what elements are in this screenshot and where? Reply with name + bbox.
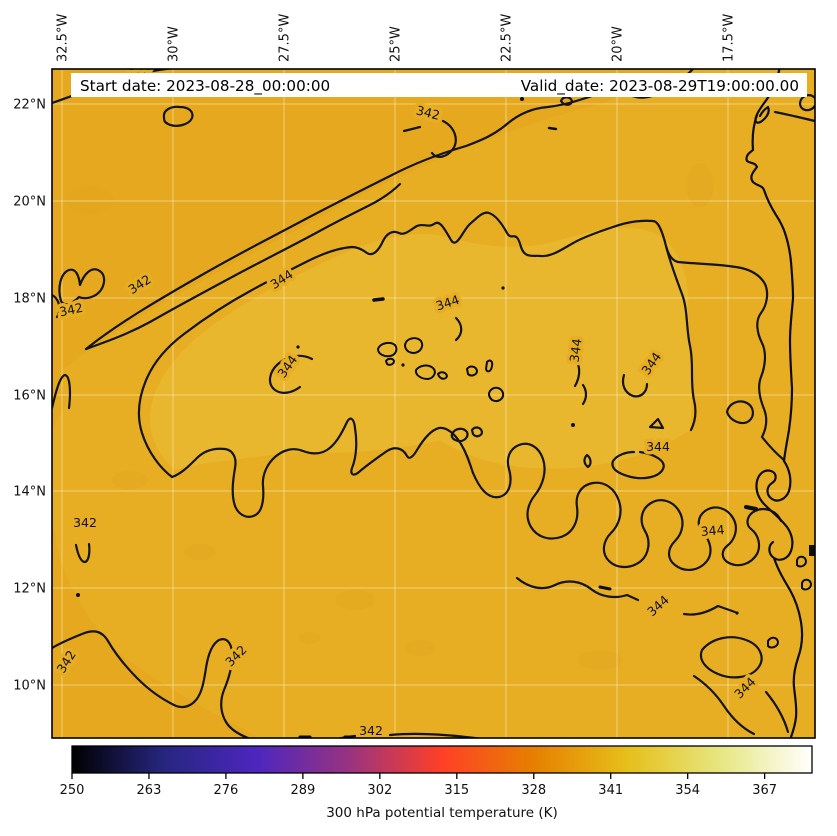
islet-coast-4 (809, 545, 815, 556)
colorbar-tick-label: 367 (752, 783, 777, 798)
x-tick-label: 25°W (389, 26, 404, 62)
contour-344-east-flank (664, 244, 697, 432)
contour-342-main-upper (84, 69, 695, 351)
x-tick-label: 32.5°W (56, 14, 71, 62)
contour-344-hook-449 (454, 316, 463, 342)
colorbar-tick-label: 250 (60, 783, 85, 798)
contour-342-bottom-b (388, 732, 484, 738)
contour-342-left-loop (52, 373, 72, 410)
contour-344-chook-290 (268, 354, 314, 394)
contour-342-blob-nw (162, 105, 194, 127)
contour-342-main-lower (84, 182, 402, 351)
map-specks (76, 97, 758, 738)
islet-coast-2 (801, 578, 813, 591)
contour-342-southwest (52, 630, 252, 738)
island-cv-8 (487, 386, 505, 403)
x-tick-label: 30°W (167, 26, 182, 62)
contour-344-loop-label (611, 450, 665, 480)
contour-344-hook-640 (621, 373, 649, 398)
header-band (71, 73, 807, 97)
colorbar-tick-label: 341 (598, 783, 623, 798)
colorbar-tick-label: 276 (214, 783, 239, 798)
contour-344-corner-b (764, 690, 790, 734)
contour-label-344: 344 (700, 522, 725, 539)
contour-label-342: 342 (73, 515, 97, 530)
contour-344-se-wiggle (471, 442, 783, 571)
islet-coast-3 (767, 636, 780, 649)
contour-344-se-lower-b (682, 604, 737, 616)
coastline-senegal-complex (755, 459, 804, 738)
island-cv-3 (384, 357, 396, 366)
start-date-label: Start date: 2023-08-28_00:00:00 (80, 77, 330, 96)
contour-loop-pair-a (450, 427, 469, 443)
shading-patches (66, 163, 714, 670)
contour-triangle-650 (648, 417, 665, 430)
contour-342-v-left (74, 542, 91, 564)
contour-344-loop-se (699, 636, 763, 679)
colorbar-tick-label: 302 (367, 783, 392, 798)
island-cv-6 (465, 365, 479, 377)
contour-344-s-580a (573, 360, 581, 388)
x-axis-ticks: 32.5°W 30°W 27.5°W 25°W 22.5°W 20°W 17.5°W (56, 14, 737, 62)
y-tick-label: 14°N (13, 485, 46, 500)
island-cv-2 (403, 337, 424, 355)
contour-344-corner-a (692, 674, 756, 736)
contour-label-342: 342 (359, 723, 383, 738)
colorbar-ticks: 250 263 276 289 302 315 328 341 354 367 (60, 773, 777, 798)
x-tick-label: 22.5°W (500, 14, 515, 62)
contour-342-wblob (58, 268, 106, 306)
contour-344-north-flank (137, 211, 680, 479)
colorbar-tick-label: 263 (137, 783, 162, 798)
island-cv-1 (376, 341, 398, 358)
contour-ne-edge-line (773, 110, 815, 123)
gridlines (52, 69, 815, 738)
colorbar-tick-label: 354 (675, 783, 700, 798)
contour-342-left-scrap (52, 293, 61, 319)
colorbar (71, 745, 813, 774)
contour-344-south-flank (170, 417, 475, 518)
colorbar-tick-label: 289 (290, 783, 315, 798)
islet-coast-1 (796, 555, 808, 568)
colorbar-tick-label: 328 (521, 783, 546, 798)
y-tick-label: 10°N (13, 679, 46, 694)
colorbar-tick-label: 315 (444, 783, 469, 798)
contour-342-dash-top (402, 125, 422, 133)
contour-lines (52, 69, 815, 738)
island-cv-7 (484, 359, 494, 373)
y-tick-label: 18°N (13, 292, 46, 307)
contour-344-east-branch (676, 260, 786, 462)
y-tick-label: 12°N (13, 582, 46, 597)
y-tick-label: 16°N (13, 389, 46, 404)
x-tick-label: 17.5°W (722, 14, 737, 62)
y-tick-label: 22°N (13, 98, 46, 113)
colorbar-title: 300 hPa potential temperature (K) (326, 805, 558, 821)
contour-loop-pair-b (470, 426, 484, 438)
y-axis-ticks: 22°N 20°N 18°N 16°N 14°N 12°N 10°N (13, 98, 46, 694)
x-tick-label: 20°W (611, 26, 626, 62)
valid-date-label: Valid_date: 2023-08-29T19:00:00.00 (521, 77, 799, 96)
contour-344-s-580b (581, 383, 588, 406)
island-cv-5 (436, 371, 449, 380)
y-tick-label: 20°N (13, 195, 46, 210)
island-cv-4 (414, 364, 436, 381)
contour-ne-tiny-loop (559, 96, 574, 106)
contour-diamond-587 (583, 453, 592, 469)
coastlines (376, 69, 815, 738)
contour-344-se-lower-a (515, 576, 640, 602)
contour-label-344: 344 (646, 439, 670, 454)
map-border (51, 68, 816, 739)
x-tick-label: 27.5°W (278, 14, 293, 62)
map-area (52, 69, 815, 738)
contour-blob-east-16n (725, 400, 754, 425)
contour-label-340: 340 (128, 58, 152, 73)
